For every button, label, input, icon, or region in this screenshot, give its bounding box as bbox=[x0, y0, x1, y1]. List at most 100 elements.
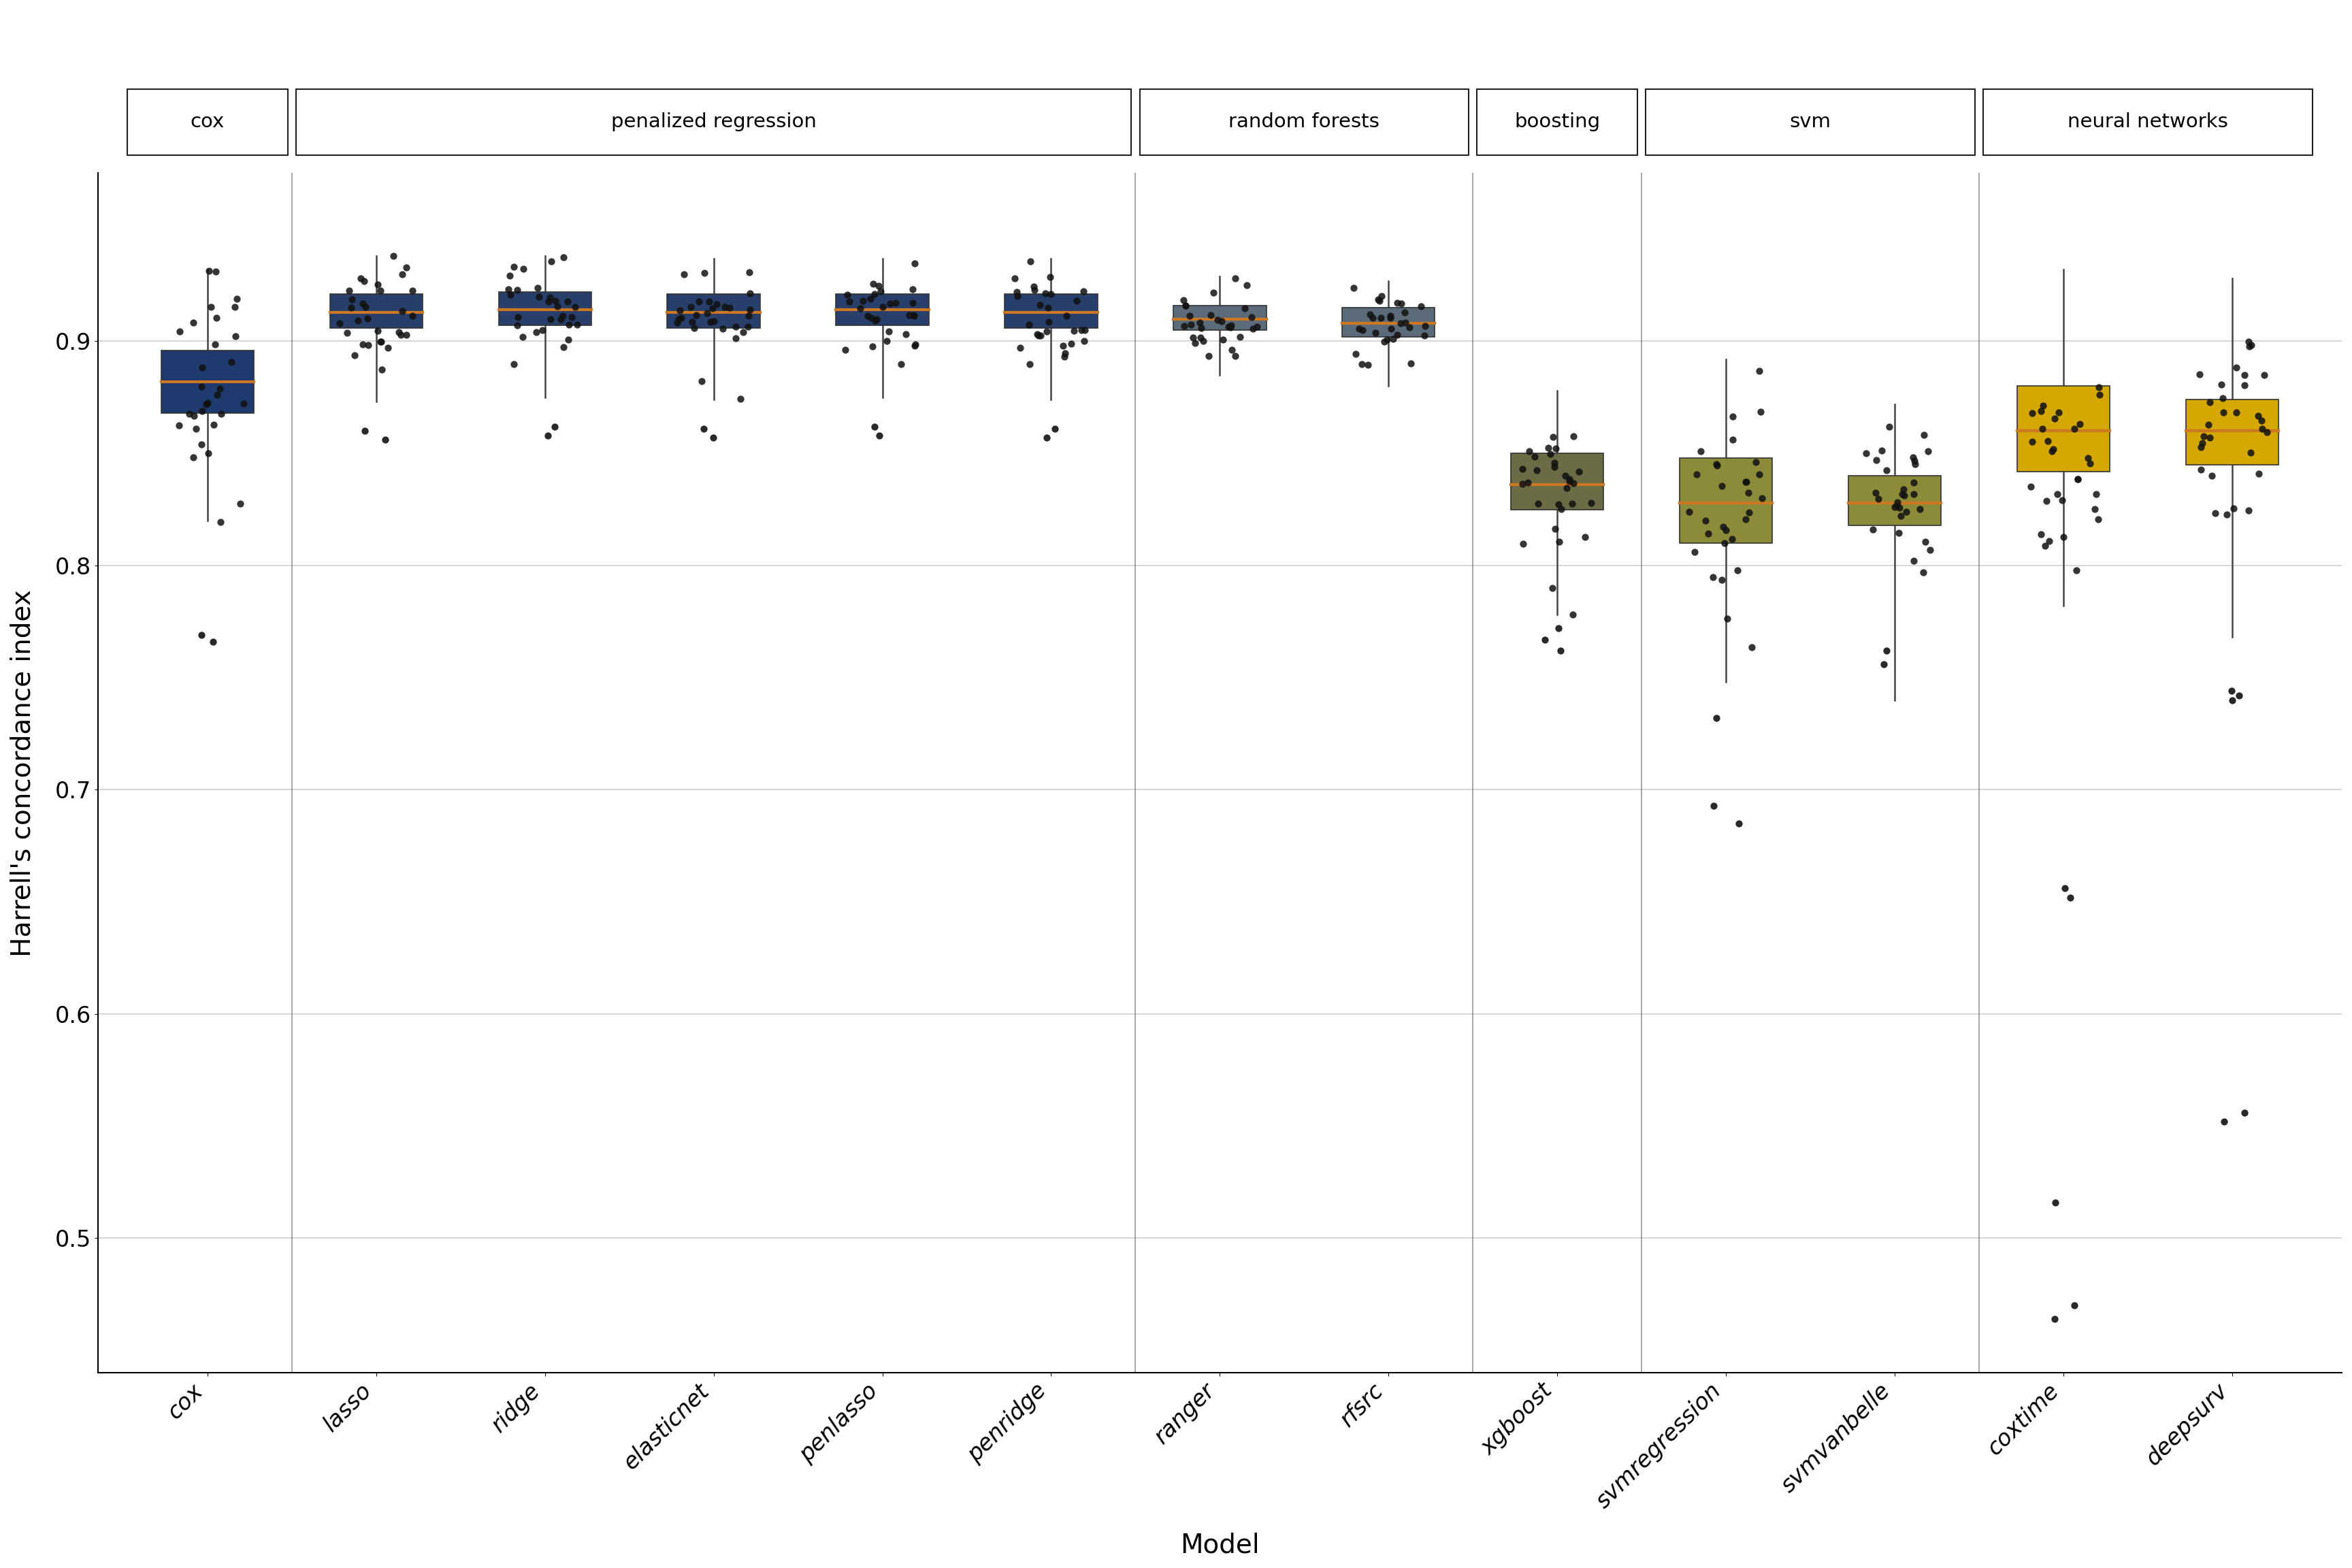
Point bbox=[1534, 425, 1571, 450]
Point bbox=[1044, 334, 1082, 359]
Point bbox=[1879, 521, 1917, 546]
Point bbox=[1202, 309, 1240, 334]
Point bbox=[870, 320, 908, 345]
Point bbox=[851, 287, 889, 312]
Point bbox=[499, 304, 536, 329]
Point bbox=[548, 289, 586, 314]
Bar bbox=[1141, 89, 1468, 155]
Point bbox=[1406, 314, 1444, 339]
Point bbox=[1555, 602, 1592, 627]
Point bbox=[2183, 434, 2220, 459]
Point bbox=[729, 314, 767, 339]
Point bbox=[2249, 420, 2286, 445]
Point bbox=[195, 412, 233, 437]
Point bbox=[536, 414, 574, 439]
Bar bbox=[499, 292, 590, 326]
Point bbox=[1526, 627, 1564, 652]
Point bbox=[1510, 470, 1548, 495]
Point bbox=[539, 293, 576, 318]
Point bbox=[680, 289, 717, 314]
Point bbox=[393, 278, 430, 303]
Point bbox=[1181, 325, 1218, 350]
Point bbox=[1237, 314, 1275, 339]
Point bbox=[360, 318, 397, 343]
Point bbox=[1726, 506, 1764, 532]
Point bbox=[694, 309, 731, 334]
Point bbox=[856, 282, 894, 307]
Point bbox=[1385, 299, 1423, 325]
Point bbox=[699, 292, 736, 317]
Point bbox=[1503, 456, 1541, 481]
Point bbox=[2030, 528, 2067, 554]
Point bbox=[381, 320, 419, 345]
Point bbox=[369, 336, 407, 361]
Point bbox=[1896, 481, 1933, 506]
Point bbox=[362, 358, 400, 383]
Point bbox=[1536, 436, 1573, 461]
Point bbox=[1216, 265, 1254, 290]
Point bbox=[1536, 455, 1573, 480]
Point bbox=[2209, 502, 2246, 527]
Point bbox=[1371, 306, 1409, 331]
Point bbox=[2204, 400, 2241, 425]
Point bbox=[520, 276, 557, 301]
Bar bbox=[835, 295, 929, 326]
Point bbox=[1670, 499, 1708, 524]
Point bbox=[1743, 398, 1780, 423]
Point bbox=[1505, 532, 1543, 557]
Point bbox=[367, 428, 405, 453]
Point bbox=[722, 387, 760, 412]
Point bbox=[731, 296, 769, 321]
Point bbox=[183, 433, 221, 458]
Point bbox=[362, 329, 400, 354]
Bar bbox=[1004, 295, 1098, 328]
Point bbox=[677, 303, 715, 328]
Point bbox=[2218, 400, 2256, 425]
Point bbox=[1900, 497, 1938, 522]
Point bbox=[1171, 312, 1209, 337]
Point bbox=[1715, 405, 1752, 430]
Point bbox=[1181, 310, 1218, 336]
Point bbox=[2037, 1306, 2074, 1331]
Point bbox=[1550, 466, 1588, 491]
Point bbox=[1176, 331, 1214, 356]
Point bbox=[362, 329, 400, 354]
Point bbox=[1341, 315, 1378, 340]
Point bbox=[1882, 503, 1919, 528]
Point bbox=[863, 295, 901, 320]
Point bbox=[896, 332, 934, 358]
Point bbox=[2013, 400, 2051, 425]
Point bbox=[997, 279, 1035, 304]
Point bbox=[694, 425, 731, 450]
Point bbox=[536, 289, 574, 314]
Point bbox=[1715, 426, 1752, 452]
Point bbox=[183, 354, 221, 379]
Point bbox=[1733, 635, 1771, 660]
Point bbox=[1555, 470, 1592, 495]
Point bbox=[1371, 303, 1409, 328]
Point bbox=[1893, 444, 1931, 469]
Point bbox=[226, 390, 263, 416]
Point bbox=[492, 263, 529, 289]
Y-axis label: Harrell's concordance index: Harrell's concordance index bbox=[9, 590, 35, 956]
Point bbox=[499, 312, 536, 337]
Point bbox=[729, 303, 767, 328]
Point bbox=[1884, 477, 1922, 502]
Point bbox=[1536, 516, 1573, 541]
Point bbox=[193, 295, 230, 320]
Point bbox=[1846, 441, 1884, 466]
Point bbox=[868, 328, 906, 353]
Point bbox=[856, 309, 894, 334]
Point bbox=[529, 423, 567, 448]
Point bbox=[1367, 329, 1404, 354]
Point bbox=[682, 368, 720, 394]
Point bbox=[1541, 528, 1578, 554]
Point bbox=[684, 416, 722, 441]
Point bbox=[532, 249, 569, 274]
Point bbox=[659, 307, 696, 332]
Point bbox=[2079, 506, 2117, 532]
X-axis label: Model: Model bbox=[1181, 1532, 1258, 1557]
Point bbox=[689, 301, 727, 326]
Point bbox=[216, 295, 254, 320]
Point bbox=[1896, 470, 1933, 495]
